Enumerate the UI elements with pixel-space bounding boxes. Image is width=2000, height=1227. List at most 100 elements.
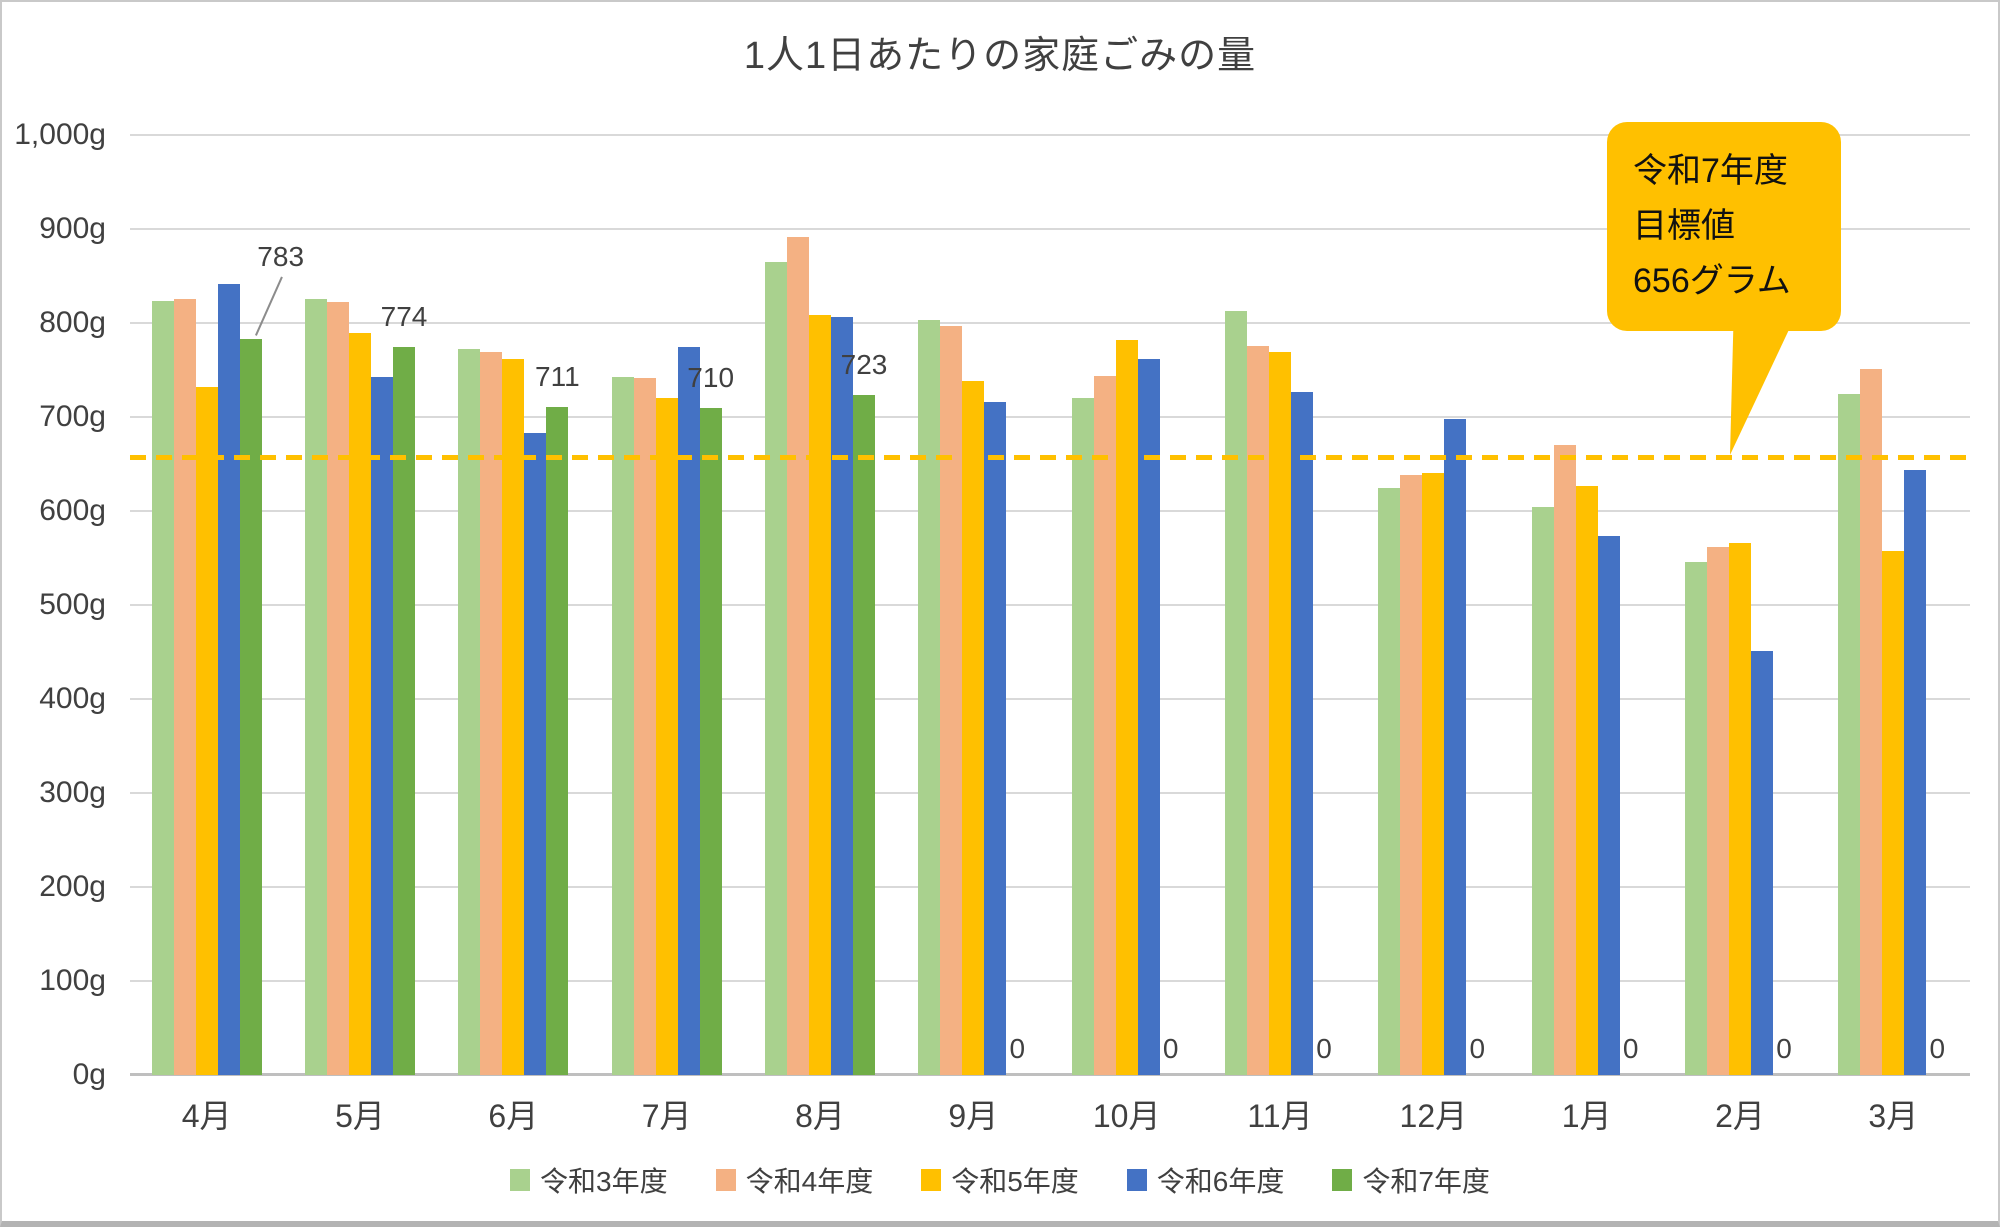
y-tick-label: 600g	[39, 494, 106, 527]
bar-令和6年度-1月	[1597, 536, 1620, 1075]
x-tick-label: 8月	[795, 1098, 845, 1134]
data-label-11月: 0	[1316, 1033, 1332, 1064]
bar-令和6年度-4月	[217, 284, 240, 1075]
legend-label: 令和4年度	[745, 1166, 874, 1197]
gridline	[130, 698, 1970, 700]
callout-line-2: 目標値	[1633, 207, 1735, 246]
data-label-10月: 0	[1162, 1033, 1179, 1064]
x-tick-label: 1月	[1561, 1098, 1612, 1134]
data-label-6月: 711	[535, 360, 580, 392]
y-tick-label: 700g	[39, 400, 106, 433]
legend-swatch-icon	[510, 1169, 531, 1191]
x-tick-label: 3月	[1868, 1098, 1919, 1134]
y-tick-label: 800g	[39, 306, 106, 339]
bar-令和4年度-8月	[787, 236, 809, 1075]
bar-令和6年度-11月	[1291, 391, 1313, 1075]
data-label-2月: 0	[1776, 1033, 1792, 1064]
x-tick-label: 10月	[1092, 1098, 1161, 1134]
y-tick-label: 100g	[39, 964, 106, 997]
legend-swatch-icon	[1126, 1169, 1147, 1191]
plot-area: 0g 100g 200g 300g 400g 500g 600g 700g 800g 900g 1,…	[14, 118, 1970, 1134]
data-label-4月: 783	[257, 240, 305, 272]
bar-令和3年度-4月	[151, 301, 174, 1075]
bar-令和4年度-3月	[1860, 369, 1883, 1075]
y-tick-label: 900g	[39, 212, 106, 245]
x-tick-label: 9月	[948, 1098, 999, 1134]
bar-令和6年度-3月	[1904, 469, 1927, 1075]
gridline	[130, 416, 1970, 418]
bar-令和3年度-10月	[1071, 398, 1094, 1075]
bar-令和6年度-7月	[677, 347, 700, 1075]
bar-令和6年度-10月	[1137, 358, 1160, 1075]
bar-令和4年度-9月	[940, 325, 963, 1075]
bar-令和3年度-1月	[1531, 507, 1554, 1075]
data-label-8月: 723	[840, 349, 888, 381]
data-label-1月: 0	[1622, 1033, 1639, 1064]
legend-swatch-icon	[921, 1169, 942, 1191]
bar-令和4年度-7月	[633, 378, 656, 1075]
gridline	[130, 510, 1970, 512]
gridline	[130, 886, 1970, 888]
x-tick-label: 7月	[641, 1098, 692, 1134]
y-tick-label: 1,000g	[14, 118, 106, 151]
data-label-5月: 774	[380, 301, 428, 333]
data-label-7月: 710	[687, 361, 735, 393]
bar-令和4年度-2月	[1707, 546, 1729, 1075]
legend-item-令和5年度: 令和5年度	[921, 1160, 1079, 1200]
bar-令和7年度-5月	[393, 347, 415, 1075]
bar-令和4年度-6月	[480, 352, 503, 1075]
x-tick-label: 6月	[488, 1098, 539, 1134]
legend-label: 令和6年度	[1156, 1166, 1285, 1197]
legend-item-令和4年度: 令和4年度	[715, 1160, 874, 1200]
x-tick-label: 11月	[1247, 1098, 1313, 1134]
gridline	[130, 134, 1970, 136]
bar-令和5年度-5月	[349, 333, 371, 1075]
legend-item-令和3年度: 令和3年度	[510, 1160, 668, 1200]
bar-令和3年度-11月	[1225, 310, 1247, 1075]
bar-令和3年度-6月	[458, 349, 481, 1075]
bar-令和3年度-5月	[305, 298, 327, 1075]
target-line	[130, 455, 1970, 461]
bar-令和6年度-6月	[524, 432, 547, 1075]
target-callout: 令和7年度 目標値 656グラム	[1607, 122, 1841, 332]
bar-令和3年度-12月	[1378, 487, 1401, 1075]
x-tick-label: 4月	[181, 1098, 232, 1134]
bar-令和5年度-8月	[809, 315, 831, 1075]
legend-swatch-icon	[1332, 1169, 1353, 1191]
bar-令和5年度-1月	[1575, 485, 1598, 1075]
y-tick-label: 200g	[39, 870, 106, 903]
legend-label: 令和7年度	[1362, 1166, 1490, 1197]
bar-令和5年度-9月	[962, 381, 985, 1075]
y-tick-label: 400g	[39, 682, 106, 715]
bar-令和5年度-10月	[1115, 339, 1138, 1075]
legend-swatch-icon	[715, 1169, 736, 1191]
bar-令和7年度-4月	[239, 338, 262, 1075]
bar-令和5年度-6月	[502, 358, 525, 1075]
gridline	[130, 322, 1970, 324]
bar-令和7年度-7月	[699, 407, 722, 1075]
bar-令和6年度-9月	[984, 401, 1007, 1075]
bar-令和4年度-1月	[1553, 445, 1576, 1075]
bar-令和3年度-7月	[611, 376, 634, 1075]
bar-令和3年度-8月	[765, 261, 787, 1075]
legend-label: 令和5年度	[951, 1166, 1079, 1197]
chart-title: 1人1日あたりの家庭ごみの量	[743, 35, 1257, 77]
data-label-3月: 0	[1929, 1033, 1946, 1064]
legend-label: 令和3年度	[540, 1166, 668, 1197]
bar-令和3年度-3月	[1838, 393, 1861, 1075]
data-label-12月: 0	[1469, 1033, 1486, 1064]
bar-令和3年度-2月	[1685, 561, 1707, 1075]
bar-令和4年度-12月	[1400, 475, 1423, 1075]
legend-item-令和7年度: 令和7年度	[1332, 1160, 1490, 1200]
bar-令和5年度-2月	[1729, 542, 1751, 1075]
y-tick-label: 500g	[39, 588, 106, 621]
bar-令和4年度-11月	[1247, 345, 1269, 1075]
chart-legend: 令和3年度 令和4年度 令和5年度 令和6年度 令和7年度	[2, 1157, 1998, 1203]
gridline	[130, 604, 1970, 606]
y-tick-label: 0g	[72, 1058, 106, 1091]
bar-令和7年度-8月	[853, 395, 875, 1075]
bar-令和6年度-5月	[371, 376, 393, 1075]
bar-令和5年度-3月	[1882, 551, 1905, 1075]
bar-令和7年度-6月	[546, 406, 569, 1075]
